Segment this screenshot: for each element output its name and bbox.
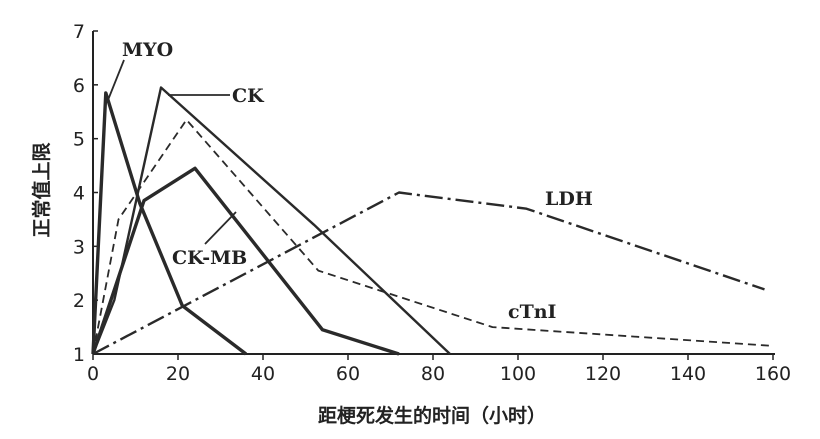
series-line-ck	[91, 86, 451, 355]
x-tick-label: 80	[421, 363, 445, 385]
leader-line-ck-mb	[204, 211, 237, 245]
series-label-ck-mb: CK-MB	[172, 247, 247, 269]
y-tick-label: 2	[73, 290, 85, 312]
series-label-ldh: LDH	[545, 188, 593, 210]
series-line-myo	[91, 91, 248, 356]
ticks: 0 20 40 60 80 100 120 140 160 1 2 3 4 5 6 7	[73, 21, 791, 385]
x-tick-label: 0	[87, 363, 99, 385]
y-tick-label: 6	[73, 75, 85, 97]
x-tick-label: 60	[336, 363, 360, 385]
series-line-ldh	[92, 191, 765, 356]
series-labels: MYO CK CK-MB cTnI LDH	[107, 39, 593, 323]
x-tick-label: 100	[500, 363, 536, 385]
series-label-ctni: cTnI	[508, 301, 557, 323]
y-tick-label: 5	[73, 129, 85, 151]
series-label-myo: MYO	[122, 39, 173, 61]
x-tick-label: 40	[251, 363, 275, 385]
y-tick-label: 3	[73, 236, 85, 258]
series-line-ctni	[92, 118, 774, 355]
y-tick-label: 1	[73, 344, 85, 366]
x-tick-label: 140	[670, 363, 706, 385]
x-axis-title: 距梗死发生的时间（小时）	[318, 404, 546, 427]
series-label-ck: CK	[232, 85, 265, 107]
x-tick-label: 120	[585, 363, 621, 385]
y-tick-label: 4	[73, 183, 85, 205]
plot-area	[91, 86, 774, 356]
x-tick-label: 160	[755, 363, 791, 385]
y-tick-label: 7	[73, 21, 85, 43]
y-axis-title: 正常值上限	[30, 142, 53, 237]
series-line-ck-mb	[91, 166, 400, 356]
leader-line-myo	[107, 59, 125, 101]
x-tick-label: 20	[166, 363, 190, 385]
axes	[92, 31, 775, 355]
